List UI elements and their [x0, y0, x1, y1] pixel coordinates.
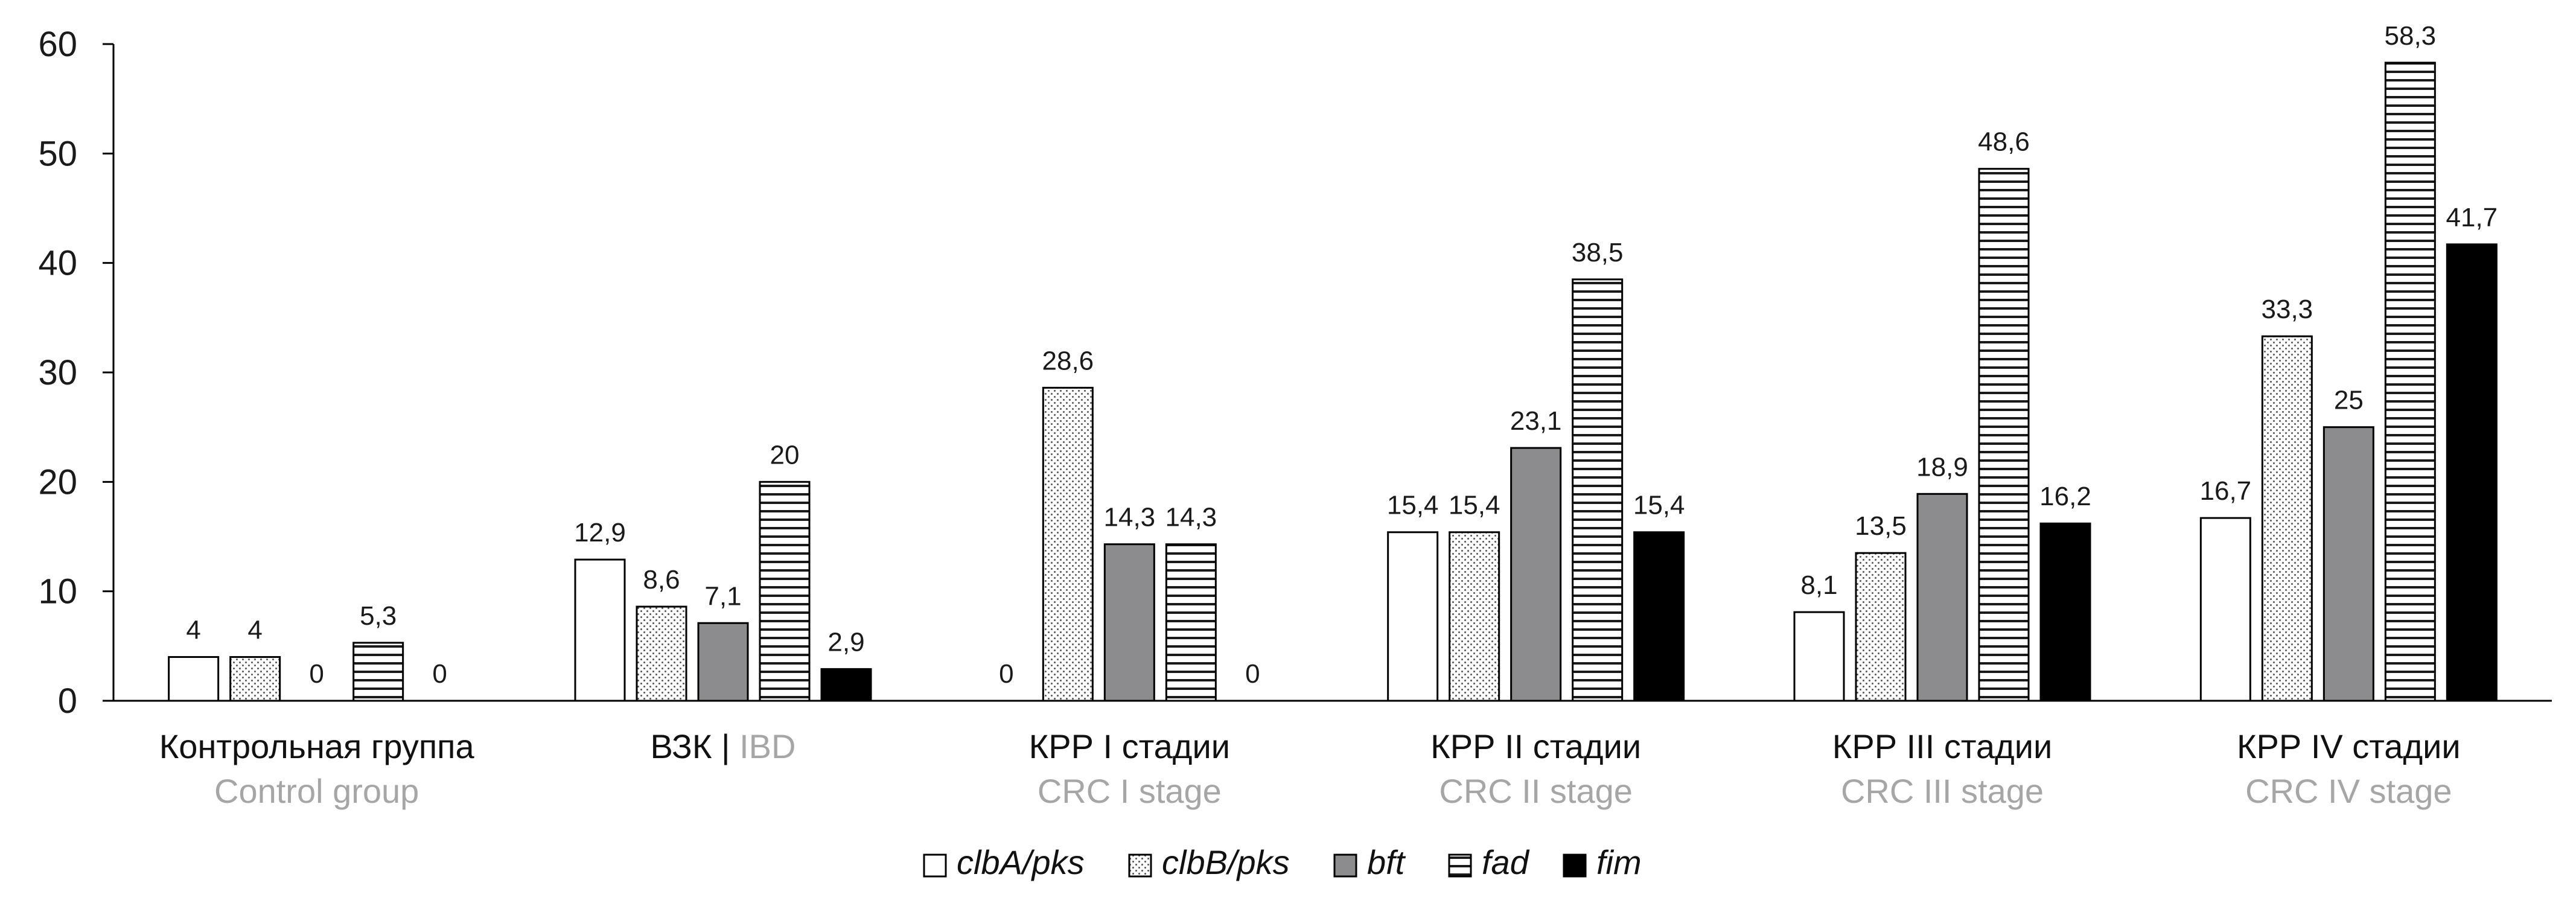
category-label-ru: КРР III стадии [1832, 727, 2053, 765]
legend-label: bft [1367, 843, 1406, 881]
bar-value-label: 8,6 [643, 565, 680, 595]
legend-swatch [1563, 853, 1587, 878]
y-tick-label: 60 [38, 25, 77, 64]
legend: clbA/pks clbB/pks bft fad fim [923, 843, 1642, 881]
bar-fad [352, 642, 404, 702]
bar-value-label: 41,7 [2446, 203, 2498, 232]
legend-label: fad [1482, 843, 1530, 881]
bar-fim [2446, 243, 2498, 702]
bar-fad [2384, 62, 2436, 702]
bar-value-label: 0 [432, 659, 447, 689]
bar-clba-pks [168, 656, 220, 702]
bar-value-label: 8,1 [1800, 570, 1837, 600]
legend-swatch [1333, 853, 1357, 878]
bar-clbb-pks [636, 605, 687, 702]
bars [168, 62, 2498, 702]
bar-bft [1916, 493, 1968, 702]
legend-item-bft: bft [1333, 843, 1406, 881]
bar-bft [2323, 426, 2374, 702]
bar-value-label: 28,6 [1042, 346, 1094, 375]
y-tick-label: 10 [38, 572, 77, 611]
y-tick-label: 0 [58, 681, 77, 721]
bar-value-label: 58,3 [2385, 21, 2437, 51]
bar-value-label: 20 [770, 440, 800, 470]
bar-value-label: 15,4 [1633, 491, 1685, 520]
bar-fad [1165, 543, 1217, 702]
bar-fim [820, 668, 872, 702]
bar-value-label: 5,3 [360, 601, 397, 631]
bar-value-label: 15,4 [1387, 491, 1439, 520]
category-label-en: CRC II stage [1439, 772, 1633, 810]
bar-clba-pks [1793, 611, 1845, 702]
bar-fim [2039, 522, 2091, 702]
category-label-en: IBD [739, 727, 795, 765]
category-label-en: CRC I stage [1038, 772, 1222, 810]
category-label-ru: КРР II стадии [1430, 727, 1641, 765]
bar-clbb-pks [2261, 335, 2313, 702]
y-tick-label: 30 [38, 353, 77, 392]
bar-fad [1978, 168, 2030, 702]
bar-clba-pks [2199, 517, 2251, 702]
category-label-ru: Контрольная группа [159, 727, 475, 765]
legend-item-fim: fim [1563, 843, 1642, 881]
bar-value-label: 0 [309, 659, 324, 689]
legend-item-fad: fad [1448, 843, 1530, 881]
bar-value-label: 33,3 [2262, 295, 2313, 324]
y-tick-label: 50 [38, 134, 77, 173]
legend-item-clba-pks: clbA/pks [923, 843, 1085, 881]
bar-value-label: 14,3 [1165, 503, 1217, 532]
bar-clbb-pks [1449, 531, 1500, 702]
bar-value-label: 4 [247, 615, 262, 645]
bar-fad [1572, 278, 1624, 702]
legend-label: fim [1596, 843, 1642, 881]
bar-clbb-pks [229, 656, 281, 702]
bar-clba-pks [1387, 531, 1439, 702]
value-labels: 4 4 0 5,3 0 12,9 8,6 7,1 20 2,9 0 28,6 14,3 14,3 0 15,4… [186, 21, 2498, 689]
category-label-en: CRC III stage [1841, 772, 2044, 810]
bar-value-label: 38,5 [1572, 238, 1624, 267]
bar-value-label: 12,9 [574, 518, 626, 547]
bar-value-label: 0 [999, 659, 1013, 689]
bar-value-label: 25 [2334, 386, 2364, 415]
bar-fim [1633, 531, 1685, 702]
bar-value-label: 4 [186, 615, 200, 645]
bar-value-label: 48,6 [1978, 127, 2030, 157]
bar-value-label: 2,9 [827, 627, 864, 657]
bar-value-label: 14,3 [1104, 503, 1156, 532]
category-label-ru: КРР I стадии [1029, 727, 1230, 765]
bar-value-label: 18,9 [1916, 452, 1968, 482]
bar-value-label: 7,1 [704, 581, 741, 611]
bar-bft [1510, 447, 1562, 702]
category-label-ru: ВЗК | IBD [651, 727, 796, 765]
bar-value-label: 15,4 [1449, 491, 1500, 520]
bar-value-label: 16,7 [2200, 476, 2252, 506]
bar-fad [759, 480, 811, 702]
bar-clba-pks [574, 558, 626, 702]
category-label-en: CRC IV stage [2245, 772, 2452, 810]
category-label-en: Control group [214, 772, 419, 810]
legend-item-clbb-pks: clbB/pks [1128, 843, 1290, 881]
bar-clbb-pks [1855, 552, 1907, 702]
bar-value-label: 23,1 [1510, 406, 1562, 436]
legend-label: clbA/pks [957, 843, 1085, 881]
bar-bft [1103, 543, 1155, 702]
y-tick-label: 40 [38, 244, 77, 283]
bar-value-label: 16,2 [2039, 482, 2091, 511]
bar-clbb-pks [1042, 386, 1094, 702]
bar-value-label: 0 [1245, 659, 1260, 689]
category-label-ru: КРР IV стадии [2237, 727, 2461, 765]
bar-value-label: 13,5 [1855, 511, 1907, 541]
bar-bft [697, 622, 749, 702]
legend-label: clbB/pks [1162, 843, 1290, 881]
legend-swatch [1128, 853, 1152, 878]
legend-swatch [923, 853, 947, 878]
legend-swatch [1448, 853, 1472, 878]
y-tick-label: 20 [38, 462, 77, 502]
category-labels: Контрольная группа Control group ВЗК | IBD… [159, 727, 2461, 810]
